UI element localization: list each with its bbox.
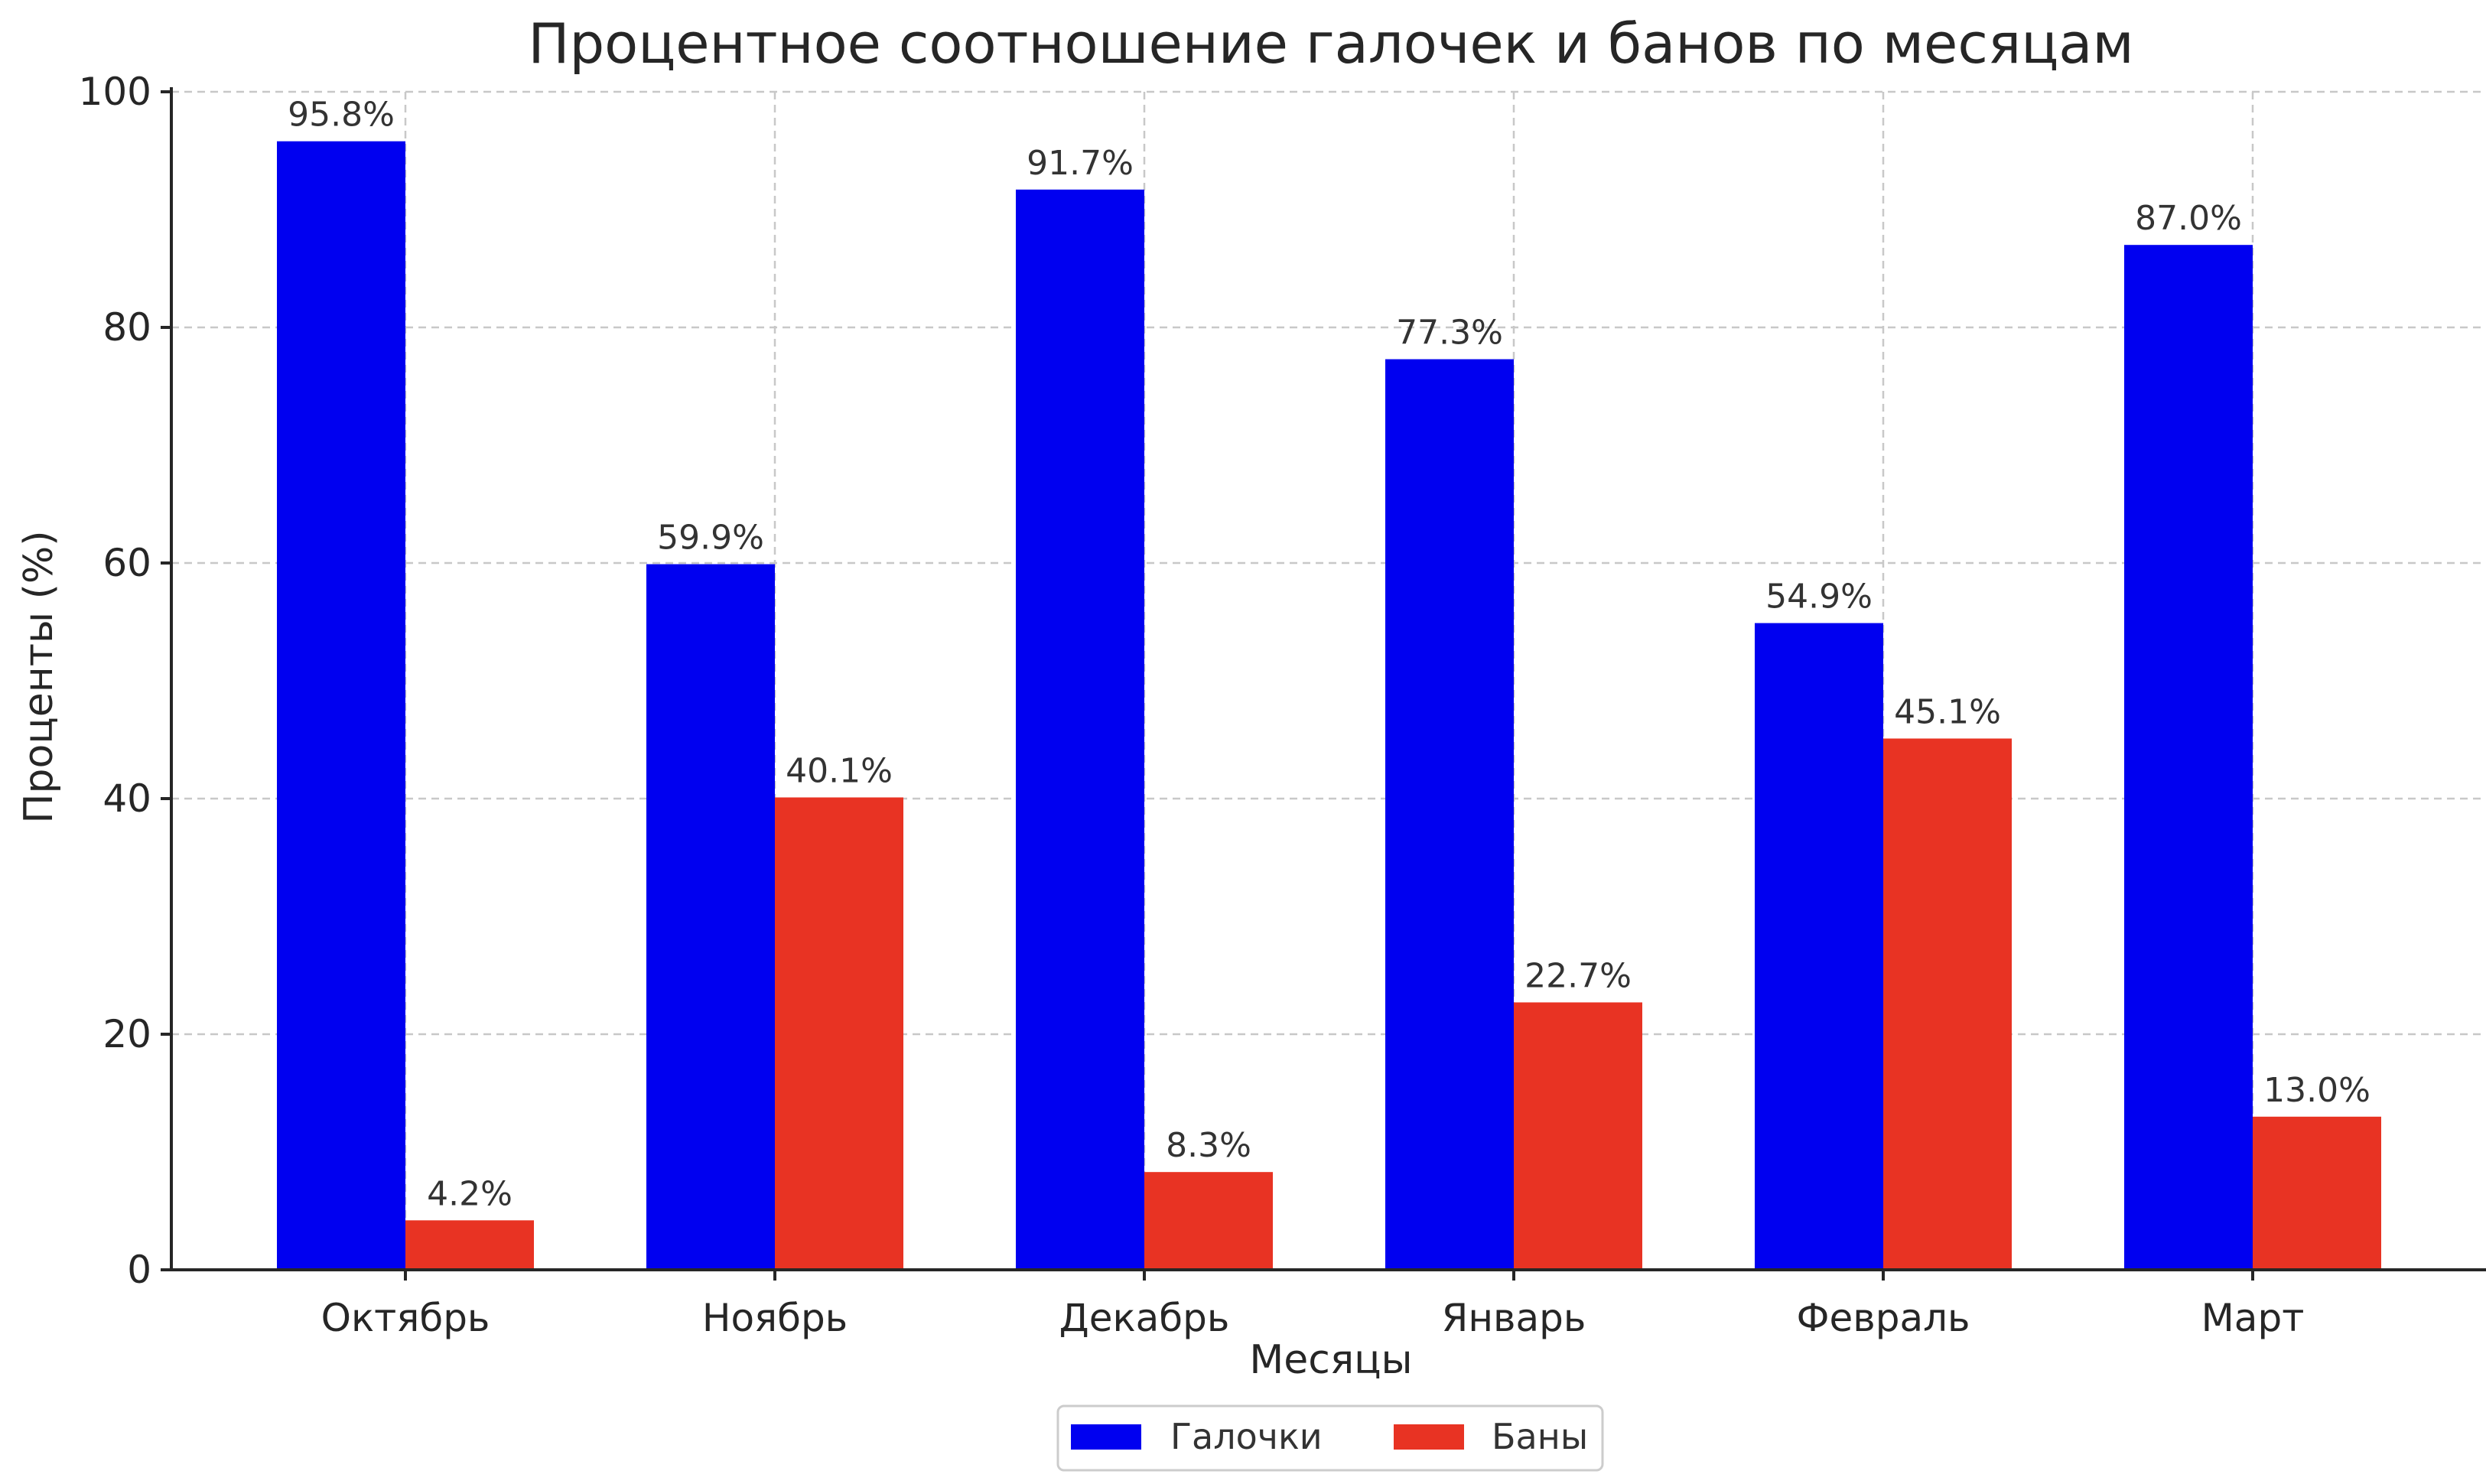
bar-value-label: 77.3% [1396, 314, 1503, 353]
x-tick-label: Январь [1442, 1296, 1586, 1340]
bar-bany [1514, 1002, 1642, 1270]
bar-value-label: 4.2% [427, 1174, 512, 1213]
bar-value-label: 40.1% [786, 751, 893, 790]
legend-swatch-bany [1394, 1424, 1464, 1450]
x-axis-label: Месяцы [1249, 1337, 1412, 1383]
legend-swatch-galochki [1071, 1424, 1141, 1450]
legend-label-galochki: Галочки [1170, 1416, 1323, 1457]
data-labels: 95.8% 59.9% 91.7% 77.3% 54.9% 87.0% 4.2% 40.1% 8… [288, 96, 2370, 1214]
bar-value-label: 59.9% [657, 519, 764, 558]
bar-bany [2253, 1116, 2381, 1270]
bar-value-label: 95.8% [288, 96, 395, 135]
y-tick-label: 40 [102, 776, 151, 821]
legend-label-bany: Баны [1492, 1416, 1588, 1457]
axes [170, 87, 2486, 1271]
bar-value-label: 22.7% [1524, 956, 1632, 995]
bar-galochki [277, 141, 405, 1271]
legend-frame [1056, 1404, 1604, 1472]
bar-value-label: 87.0% [2135, 199, 2242, 238]
y-tick-label: 60 [102, 541, 151, 585]
bar-bany [1144, 1172, 1273, 1270]
bar-value-label: 8.3% [1166, 1126, 1251, 1165]
bar-galochki [1385, 359, 1514, 1271]
bars [277, 141, 2381, 1271]
bar-value-label: 13.0% [2263, 1071, 2370, 1110]
bar-galochki [1016, 189, 1144, 1270]
bar-galochki [1755, 623, 1883, 1270]
y-tick-label: 100 [79, 70, 151, 114]
y-tick-label: 80 [102, 305, 151, 350]
x-tick-label: Февраль [1796, 1296, 1970, 1340]
bar-bany [775, 797, 903, 1270]
ticks: 0 20 40 60 80 100 Октябрь Ноябрь Декабрь Январь Фе… [79, 70, 2305, 1340]
x-tick-label: Ноябрь [702, 1296, 848, 1340]
y-axis-label: Проценты (%) [16, 530, 62, 823]
x-tick-label: Октябрь [321, 1296, 490, 1340]
bar-value-label: 91.7% [1027, 144, 1134, 183]
y-tick-label: 20 [102, 1012, 151, 1056]
bar-galochki [2124, 245, 2253, 1271]
bar-bany [405, 1220, 534, 1270]
bar-value-label: 45.1% [1894, 692, 2001, 731]
bar-galochki [646, 564, 775, 1270]
y-tick-label: 0 [127, 1248, 151, 1292]
x-tick-label: Март [2201, 1296, 2305, 1340]
bar-value-label: 54.9% [1765, 578, 1873, 617]
legend: Галочки Баны [1056, 1404, 1604, 1472]
bar-bany [1883, 738, 2012, 1270]
x-tick-label: Декабрь [1059, 1296, 1230, 1340]
chart-title: Процентное соотношение галочек и банов п… [528, 11, 2133, 76]
